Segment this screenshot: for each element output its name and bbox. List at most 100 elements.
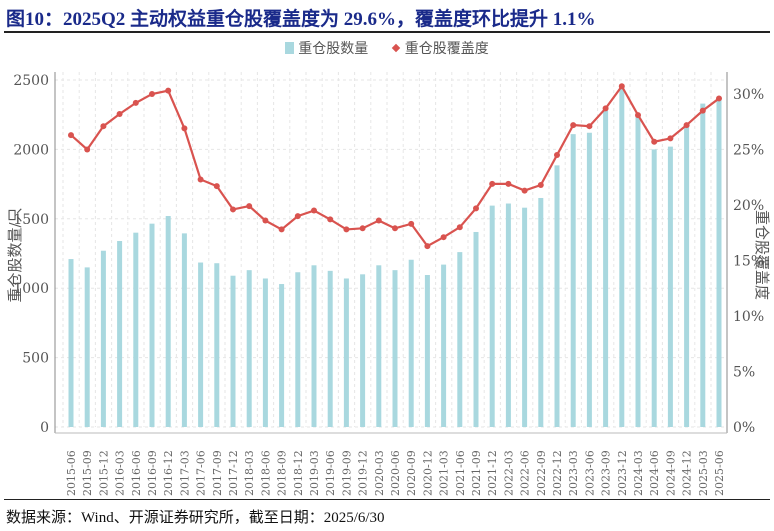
x-tick-label: 2024-09 xyxy=(664,450,677,496)
bar xyxy=(586,132,592,427)
y-tick-label: 1500 xyxy=(13,212,49,228)
line-point xyxy=(100,123,107,130)
x-tick-label: 2016-06 xyxy=(130,450,143,496)
bar xyxy=(441,264,447,427)
x-tick-label: 2022-09 xyxy=(535,450,548,496)
x-tick-label: 2015-06 xyxy=(65,450,78,496)
bar xyxy=(392,270,398,427)
bar xyxy=(538,197,544,427)
bar xyxy=(246,270,252,427)
x-tick-label: 2025-06 xyxy=(713,450,726,496)
line-point xyxy=(68,132,74,139)
x-tick-label: 2022-06 xyxy=(519,450,532,496)
y2-tick-label: 30% xyxy=(733,87,764,103)
line-point xyxy=(489,180,496,187)
bar xyxy=(619,85,625,427)
bar xyxy=(165,216,171,427)
line-point xyxy=(602,105,609,112)
line-point xyxy=(392,225,398,232)
bar-swatch-icon xyxy=(285,42,295,54)
line-point xyxy=(699,107,706,114)
line-point xyxy=(132,99,139,106)
line-point xyxy=(84,146,91,153)
x-tick-label: 2023-06 xyxy=(583,450,596,496)
x-tick-label: 2016-03 xyxy=(114,450,127,496)
bar xyxy=(603,110,609,427)
x-tick-label: 2016-12 xyxy=(162,450,175,496)
line-point xyxy=(149,91,155,97)
bar xyxy=(198,262,204,427)
bar xyxy=(311,265,317,427)
bar xyxy=(343,278,349,427)
line-point xyxy=(230,206,236,213)
bar xyxy=(522,207,528,427)
line-point xyxy=(359,225,366,232)
bar xyxy=(489,205,495,427)
title-divider xyxy=(4,31,770,33)
x-tick-label: 2020-03 xyxy=(373,450,386,496)
x-tick-label: 2020-06 xyxy=(389,450,402,496)
x-tick-label: 2022-12 xyxy=(551,450,564,496)
y2-tick-label: 10% xyxy=(733,309,764,325)
line-point xyxy=(116,110,123,117)
line-point xyxy=(327,216,334,223)
x-tick-label: 2020-12 xyxy=(421,450,434,496)
bar xyxy=(376,265,382,427)
line-point xyxy=(537,182,544,189)
bar xyxy=(424,275,430,427)
x-tick-label: 2023-03 xyxy=(567,450,580,496)
bar xyxy=(700,103,706,427)
x-tick-label: 2017-06 xyxy=(195,450,208,496)
bar xyxy=(570,134,576,427)
bar xyxy=(505,203,511,427)
line-point xyxy=(505,180,512,187)
line-point xyxy=(213,183,220,190)
bar xyxy=(667,146,673,427)
y-tick-label: 2000 xyxy=(13,142,49,158)
bar xyxy=(279,284,285,427)
line-point xyxy=(424,243,431,250)
line-point xyxy=(667,135,674,142)
bar xyxy=(214,263,220,427)
line-point xyxy=(262,217,269,224)
line-point xyxy=(343,226,350,233)
x-tick-label: 2022-03 xyxy=(502,450,515,496)
x-tick-label: 2024-06 xyxy=(648,450,661,496)
x-tick-label: 2017-12 xyxy=(227,450,240,496)
bar xyxy=(684,124,690,427)
line-point xyxy=(294,213,301,220)
legend-bar: 重仓股数量 xyxy=(285,41,368,57)
x-tick-label: 2015-09 xyxy=(81,450,94,496)
line-point xyxy=(521,187,528,194)
x-tick-label: 2020-09 xyxy=(405,450,418,496)
y2-tick-label: 0% xyxy=(733,420,755,436)
footer-divider xyxy=(4,499,770,500)
x-tick-label: 2018-12 xyxy=(292,450,305,496)
bar xyxy=(230,275,236,427)
line-point xyxy=(278,226,285,233)
y-tick-label: 1000 xyxy=(13,281,49,297)
line-point xyxy=(651,138,658,145)
bar xyxy=(408,259,414,427)
bar xyxy=(133,232,139,427)
x-tick-label: 2018-06 xyxy=(259,450,272,496)
line-point xyxy=(683,122,690,129)
line-point xyxy=(586,123,593,130)
line-point xyxy=(197,176,204,183)
x-tick-label: 2021-03 xyxy=(438,450,451,496)
y2-axis-title: 重仓股覆盖度 xyxy=(753,210,771,300)
line-point xyxy=(554,152,560,159)
bar xyxy=(100,250,106,427)
x-tick-label: 2019-12 xyxy=(357,450,370,496)
line-point xyxy=(635,112,641,119)
bar xyxy=(149,223,155,427)
source-note: 数据来源：Wind、开源证券研究所，截至日期：2025/6/30 xyxy=(6,510,385,526)
x-tick-label: 2024-03 xyxy=(632,450,645,496)
bar xyxy=(651,149,657,427)
y-tick-label: 2500 xyxy=(13,73,49,89)
x-tick-label: 2016-09 xyxy=(146,450,159,496)
bar xyxy=(635,116,641,427)
y2-tick-label: 5% xyxy=(733,365,755,381)
y2-tick-label: 25% xyxy=(733,143,764,159)
bar xyxy=(473,231,479,427)
